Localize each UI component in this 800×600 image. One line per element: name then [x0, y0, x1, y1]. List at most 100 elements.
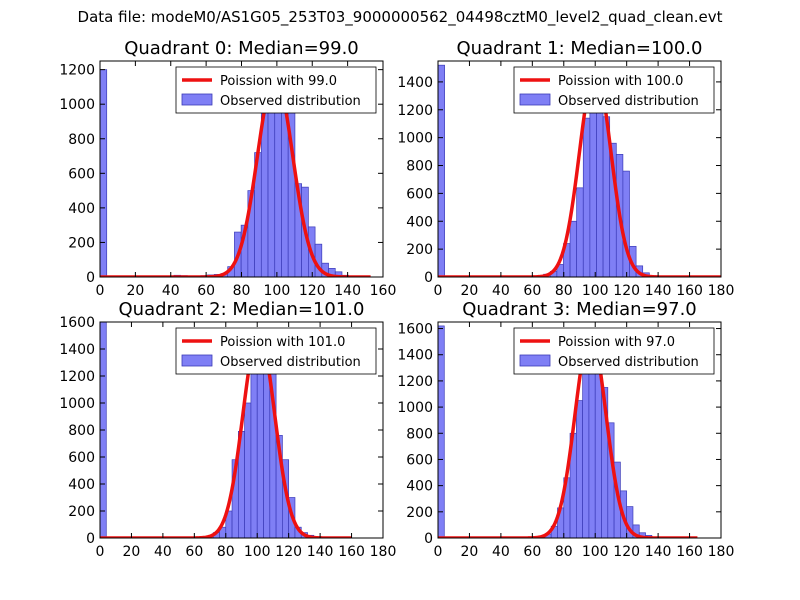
y-tick-label: 800 — [406, 159, 433, 175]
histogram-bar — [274, 86, 282, 277]
histogram-bar — [569, 220, 578, 277]
y-tick-label: 1200 — [397, 103, 433, 119]
x-tick-label: 80 — [555, 544, 573, 560]
legend-fit-label: Poission with 97.0 — [558, 335, 675, 350]
histogram-bar — [438, 325, 445, 538]
x-tick-label: 100 — [264, 283, 291, 299]
x-tick-label: 160 — [338, 544, 365, 560]
x-tick-label: 40 — [154, 544, 172, 560]
y-tick-label: 1600 — [59, 315, 95, 331]
x-tick-label: 180 — [708, 283, 735, 299]
x-tick-label: 60 — [523, 283, 541, 299]
histogram-bar — [267, 93, 276, 277]
y-tick-label: 1000 — [397, 131, 433, 147]
y-tick-label: 600 — [406, 186, 433, 202]
y-tick-label: 1200 — [397, 374, 433, 390]
poisson-fit-line — [100, 74, 372, 277]
y-tick-label: 1200 — [59, 369, 95, 385]
y-tick-label: 600 — [68, 450, 95, 466]
x-tick-label: 180 — [370, 544, 397, 560]
y-tick-label: 400 — [406, 214, 433, 230]
y-tick-label: 0 — [86, 531, 95, 547]
y-tick-label: 1000 — [397, 400, 433, 416]
legend-fit-label: Poission with 99.0 — [220, 74, 337, 89]
x-tick-label: 60 — [523, 544, 541, 560]
y-tick-label: 200 — [68, 504, 95, 520]
poisson-fit-line — [100, 331, 353, 538]
quadrant-3-title: Quadrant 3: Median=97.0 — [462, 299, 697, 320]
x-tick-label: 20 — [126, 283, 144, 299]
x-tick-label: 140 — [334, 283, 361, 299]
y-tick-label: 0 — [86, 270, 95, 286]
histogram-bar — [250, 348, 258, 538]
y-tick-label: 200 — [406, 242, 433, 258]
y-tick-label: 1400 — [397, 75, 433, 91]
figure-suptitle: Data file: modeM0/AS1G05_253T03_90000005… — [77, 8, 723, 26]
x-tick-label: 140 — [307, 544, 334, 560]
quadrant-1-fit-group — [438, 69, 721, 277]
x-tick-label: 160 — [676, 544, 703, 560]
y-tick-label: 1200 — [59, 63, 95, 79]
y-tick-label: 200 — [406, 505, 433, 521]
histogram-bar — [582, 353, 590, 538]
histogram-bar — [334, 271, 343, 277]
y-tick-label: 400 — [68, 201, 95, 217]
quadrant-0-title: Quadrant 0: Median=99.0 — [124, 38, 359, 59]
histogram-bar — [576, 400, 583, 538]
legend-bar-swatch — [181, 354, 213, 367]
y-tick-label: 1000 — [59, 396, 95, 412]
x-tick-label: 20 — [461, 283, 479, 299]
y-tick-label: 600 — [406, 452, 433, 468]
x-tick-label: 120 — [275, 544, 302, 560]
x-tick-label: 0 — [434, 544, 443, 560]
x-tick-label: 120 — [613, 283, 640, 299]
x-tick-label: 80 — [217, 544, 235, 560]
x-tick-label: 140 — [645, 283, 672, 299]
histogram-bar — [263, 355, 271, 538]
histogram-bar — [287, 86, 296, 277]
x-tick-label: 80 — [233, 283, 251, 299]
legend-bar-swatch — [181, 93, 213, 106]
y-tick-label: 800 — [68, 132, 95, 148]
x-tick-label: 160 — [676, 283, 703, 299]
histogram-bar — [582, 117, 591, 277]
x-tick-label: 100 — [244, 544, 271, 560]
quadrant-0-legend: Poission with 99.0 Observed distribution — [175, 66, 377, 114]
histogram-bar — [576, 187, 584, 277]
quadrant-0-panel: 0 20 40 60 80 100 120 140 160 0 200 400 600 800 1000 12… — [59, 38, 396, 299]
y-tick-label: 600 — [68, 166, 95, 182]
y-tick-label: 800 — [406, 426, 433, 442]
poisson-fit-line — [438, 69, 721, 277]
quadrant-0-fit-group — [100, 74, 372, 277]
x-tick-label: 20 — [123, 544, 141, 560]
y-tick-label: 800 — [68, 423, 95, 439]
y-tick-label: 0 — [424, 270, 433, 286]
x-tick-label: 0 — [434, 283, 443, 299]
x-tick-label: 120 — [613, 544, 640, 560]
x-tick-label: 40 — [492, 283, 510, 299]
x-tick-label: 140 — [645, 544, 672, 560]
legend-fit-label: Poission with 100.0 — [558, 74, 683, 89]
x-tick-label: 20 — [461, 544, 479, 560]
x-tick-label: 160 — [370, 283, 397, 299]
x-tick-label: 180 — [708, 544, 735, 560]
histogram-bar — [622, 170, 630, 277]
y-tick-label: 200 — [68, 235, 95, 251]
x-tick-label: 80 — [555, 283, 573, 299]
x-tick-label: 120 — [299, 283, 326, 299]
quadrant-2-fit-group — [100, 331, 353, 538]
quadrant-1-legend: Poission with 100.0 Observed distribution — [513, 66, 715, 114]
quadrant-1-panel: 0 20 40 60 80 100 120 140 160 180 0 200 400 600 800 100… — [397, 38, 734, 299]
y-tick-label: 0 — [424, 531, 433, 547]
quadrant-3-legend: Poission with 97.0 Observed distribution — [513, 327, 715, 375]
y-tick-label: 400 — [406, 479, 433, 495]
y-tick-label: 1400 — [397, 348, 433, 364]
legend-bar-label: Observed distribution — [558, 355, 699, 370]
x-tick-label: 100 — [582, 544, 609, 560]
x-tick-label: 40 — [492, 544, 510, 560]
histogram-bar — [596, 88, 604, 277]
legend-bar-swatch — [519, 354, 551, 367]
quadrant-2-title: Quadrant 2: Median=101.0 — [119, 299, 365, 320]
quadrant-2-panel: 0 20 40 60 80 100 120 140 160 180 0 200 400 600 800 100… — [59, 299, 396, 560]
x-tick-label: 100 — [582, 283, 609, 299]
